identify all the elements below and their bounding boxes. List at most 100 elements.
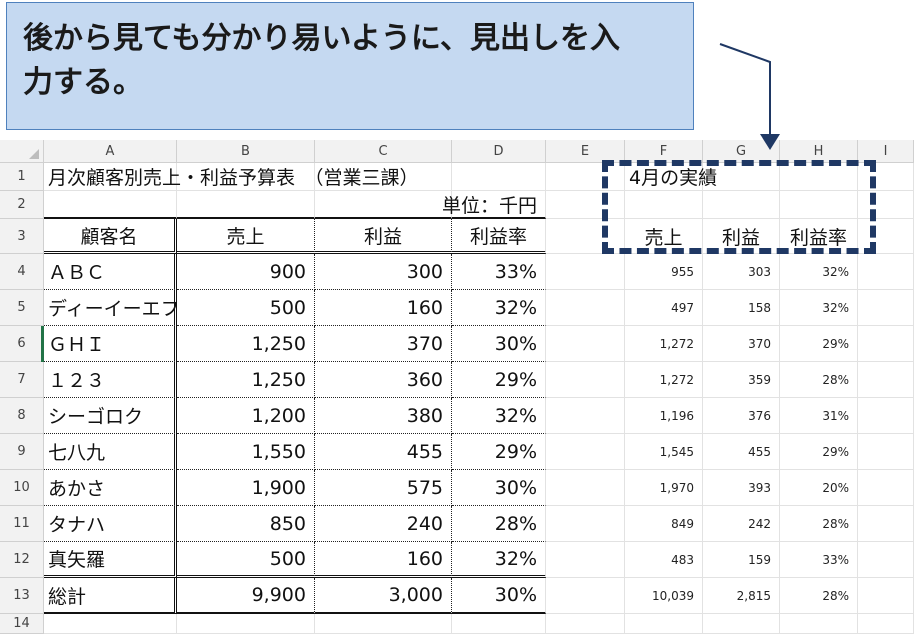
- row-header-11[interactable]: 11: [0, 506, 44, 542]
- actual-cell[interactable]: 1,272: [625, 362, 703, 398]
- cell-E8[interactable]: [546, 398, 625, 434]
- actual-header-profit[interactable]: 利益: [703, 219, 780, 254]
- actual-cell[interactable]: 376: [703, 398, 780, 434]
- total-cell[interactable]: 30%: [452, 578, 546, 614]
- table-cell[interactable]: 300: [315, 254, 452, 290]
- cell-F2[interactable]: [625, 191, 703, 219]
- cell-D1[interactable]: [452, 163, 546, 191]
- table-cell[interactable]: 32%: [452, 398, 546, 434]
- total-cell[interactable]: 総計: [44, 578, 177, 614]
- table-cell[interactable]: 32%: [452, 290, 546, 326]
- table-cell[interactable]: 1,250: [177, 362, 315, 398]
- cell-I7[interactable]: [858, 362, 914, 398]
- cell-H14[interactable]: [780, 614, 858, 634]
- actual-cell[interactable]: 1,272: [625, 326, 703, 362]
- total-cell[interactable]: 9,900: [177, 578, 315, 614]
- row-header-5[interactable]: 5: [0, 290, 44, 326]
- cell-E7[interactable]: [546, 362, 625, 398]
- actual-cell[interactable]: 28%: [780, 506, 858, 542]
- actual-total-cell[interactable]: 10,039: [625, 578, 703, 614]
- sheet-title[interactable]: 月次顧客別売上・利益予算表 （営業三課）: [44, 163, 419, 191]
- table-cell[interactable]: １２３: [44, 362, 177, 398]
- cell-E10[interactable]: [546, 470, 625, 506]
- header-sales[interactable]: 売上: [177, 219, 315, 254]
- header-customer[interactable]: 顧客名: [44, 219, 177, 254]
- table-cell[interactable]: 900: [177, 254, 315, 290]
- table-cell[interactable]: シーゴロク: [44, 398, 177, 434]
- cell-E11[interactable]: [546, 506, 625, 542]
- actual-header-rate[interactable]: 利益率: [780, 219, 858, 254]
- cell-B14[interactable]: [177, 614, 315, 634]
- cell-E5[interactable]: [546, 290, 625, 326]
- cell-B2[interactable]: [177, 191, 315, 219]
- actual-total-cell[interactable]: 2,815: [703, 578, 780, 614]
- cell-E12[interactable]: [546, 542, 625, 578]
- cell-H1[interactable]: [780, 163, 858, 191]
- table-cell[interactable]: 1,550: [177, 434, 315, 470]
- table-cell[interactable]: 500: [177, 542, 315, 578]
- actual-cell[interactable]: 29%: [780, 326, 858, 362]
- column-header-I[interactable]: I: [858, 140, 914, 163]
- column-header-A[interactable]: A: [44, 140, 177, 163]
- cell-I1[interactable]: [858, 163, 914, 191]
- actual-cell[interactable]: 393: [703, 470, 780, 506]
- table-cell[interactable]: ディーイーエフ: [44, 290, 180, 326]
- column-header-C[interactable]: C: [315, 140, 452, 163]
- table-cell[interactable]: 29%: [452, 362, 546, 398]
- cell-C2[interactable]: [315, 191, 452, 219]
- table-cell[interactable]: 360: [315, 362, 452, 398]
- total-cell[interactable]: 3,000: [315, 578, 452, 614]
- cell-I5[interactable]: [858, 290, 914, 326]
- actual-cell[interactable]: 32%: [780, 290, 858, 326]
- actual-cell[interactable]: 359: [703, 362, 780, 398]
- row-header-14[interactable]: 14: [0, 614, 44, 634]
- table-cell[interactable]: 30%: [452, 326, 546, 362]
- cell-C1[interactable]: [315, 163, 452, 191]
- cell-I3[interactable]: [858, 219, 914, 254]
- table-cell[interactable]: 真矢羅: [44, 542, 177, 578]
- actual-cell[interactable]: 455: [703, 434, 780, 470]
- table-cell[interactable]: 32%: [452, 542, 546, 578]
- table-cell[interactable]: 380: [315, 398, 452, 434]
- select-all-corner[interactable]: [0, 140, 44, 163]
- actual-cell[interactable]: 849: [625, 506, 703, 542]
- cell-E9[interactable]: [546, 434, 625, 470]
- cell-I4[interactable]: [858, 254, 914, 290]
- actual-cell[interactable]: 32%: [780, 254, 858, 290]
- cell-I13[interactable]: [858, 578, 914, 614]
- table-cell[interactable]: 500: [177, 290, 315, 326]
- table-cell[interactable]: 1,200: [177, 398, 315, 434]
- table-cell[interactable]: 七八九: [44, 434, 177, 470]
- cell-E1[interactable]: [546, 163, 625, 191]
- cell-E4[interactable]: [546, 254, 625, 290]
- unit-label[interactable]: 単位：千円: [442, 191, 546, 219]
- table-cell[interactable]: 850: [177, 506, 315, 542]
- actual-cell[interactable]: 370: [703, 326, 780, 362]
- table-cell[interactable]: 1,250: [177, 326, 315, 362]
- cell-E3[interactable]: [546, 219, 625, 254]
- cell-I2[interactable]: [858, 191, 914, 219]
- column-header-F[interactable]: F: [625, 140, 703, 163]
- row-header-1[interactable]: 1: [0, 163, 44, 191]
- cell-I11[interactable]: [858, 506, 914, 542]
- cell-D14[interactable]: [452, 614, 546, 634]
- actual-cell[interactable]: 31%: [780, 398, 858, 434]
- table-cell[interactable]: 30%: [452, 470, 546, 506]
- table-cell[interactable]: 28%: [452, 506, 546, 542]
- column-header-B[interactable]: B: [177, 140, 315, 163]
- table-cell[interactable]: 29%: [452, 434, 546, 470]
- actual-cell[interactable]: 158: [703, 290, 780, 326]
- cell-G2[interactable]: [703, 191, 780, 219]
- table-cell[interactable]: 1,900: [177, 470, 315, 506]
- actual-cell[interactable]: 20%: [780, 470, 858, 506]
- cell-I8[interactable]: [858, 398, 914, 434]
- actual-header-sales[interactable]: 売上: [625, 219, 703, 254]
- table-cell[interactable]: ＡＢＣ: [44, 254, 177, 290]
- cell-B1[interactable]: [177, 163, 315, 191]
- column-header-G[interactable]: G: [703, 140, 780, 163]
- cell-A14[interactable]: [44, 614, 177, 634]
- column-header-D[interactable]: D: [452, 140, 546, 163]
- actual-total-cell[interactable]: 28%: [780, 578, 858, 614]
- table-cell[interactable]: 575: [315, 470, 452, 506]
